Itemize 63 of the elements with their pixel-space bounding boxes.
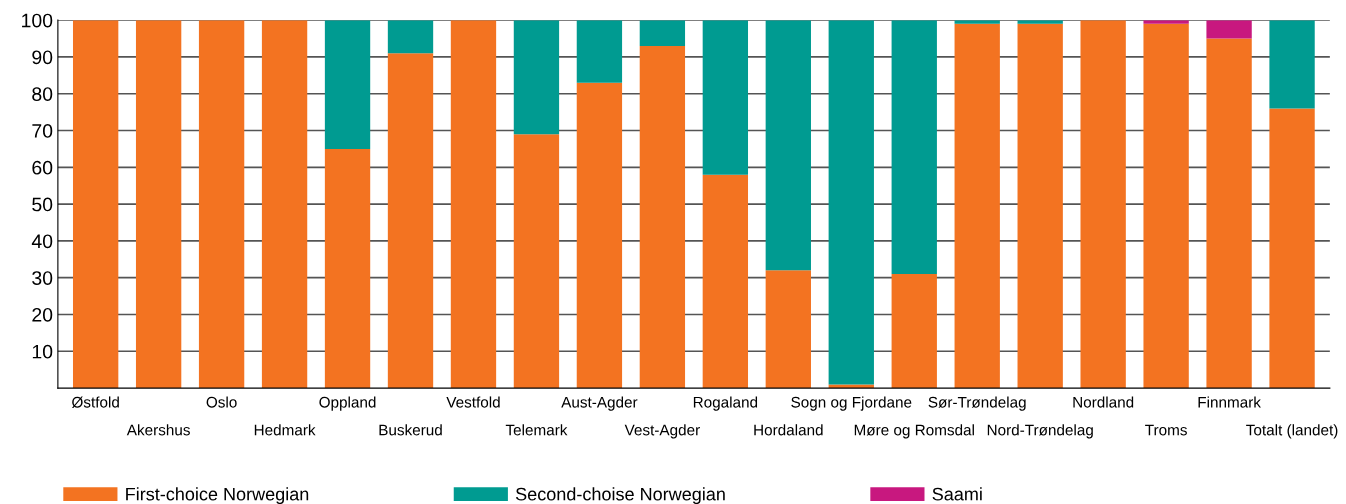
x-tick-label: Aust-Agder — [561, 396, 638, 411]
y-tick-label: 10 — [32, 344, 53, 359]
x-tick-label: Sogn og Fjordane — [791, 396, 912, 411]
bar — [513, 20, 560, 135]
bar — [1143, 23, 1189, 389]
x-tick-label: Hedmark — [254, 424, 316, 436]
bar — [1080, 20, 1126, 389]
bar — [576, 82, 623, 389]
x-tick-label: Oslo — [206, 396, 237, 408]
bar — [387, 53, 434, 389]
legend-label: First-choice Norwegian — [126, 487, 309, 504]
x-tick-label: Troms — [1145, 424, 1187, 436]
bar — [1206, 38, 1252, 389]
bar — [324, 20, 371, 149]
y-tick-label: 40 — [31, 234, 53, 249]
x-tick-label: Akershus — [126, 424, 190, 436]
y-tick-label: 60 — [32, 160, 53, 175]
bar — [576, 20, 623, 83]
y-tick-label: 100 — [22, 13, 53, 28]
bar — [450, 20, 497, 389]
bar — [261, 20, 308, 389]
bar — [891, 274, 937, 389]
y-tick-label: 30 — [32, 271, 53, 285]
y-tick-label: 50 — [32, 197, 53, 212]
y-tick-label: 20 — [32, 307, 53, 322]
bar — [1206, 20, 1252, 39]
bar — [639, 20, 686, 46]
bar — [198, 20, 245, 389]
bar — [639, 45, 686, 389]
y-tick-label: 80 — [32, 87, 53, 101]
bar — [954, 23, 1000, 389]
bar — [765, 270, 811, 389]
x-tick-label: Oppland — [319, 396, 376, 411]
x-tick-label: Østfold — [71, 396, 119, 408]
bar — [387, 20, 434, 54]
bar — [135, 20, 182, 389]
x-tick-label: Vest-Agder — [624, 424, 700, 439]
x-tick-label: Rogaland — [693, 396, 758, 411]
bar — [765, 20, 811, 271]
y-tick-label: 90 — [32, 50, 53, 65]
legend-label: Second-choise Norwegian — [515, 487, 725, 504]
bar — [891, 20, 937, 275]
x-tick-label: Nordland — [1073, 396, 1134, 408]
bar — [513, 134, 560, 389]
x-tick-label: Totalt (landet) — [1246, 424, 1338, 439]
x-tick-label: Buskerud — [379, 424, 442, 436]
legend-label: Saami — [932, 487, 982, 501]
x-tick-label: Sør-Trøndelag — [928, 396, 1026, 411]
bar — [72, 20, 119, 389]
bar — [702, 20, 749, 175]
x-tick-label: Nord-Trøndelag — [987, 424, 1093, 439]
y-tick-label: 70 — [32, 124, 53, 138]
bar — [324, 148, 371, 389]
bar — [1017, 23, 1063, 389]
x-tick-label: Hordaland — [754, 424, 823, 436]
bar — [828, 20, 874, 385]
x-tick-label: Finnmark — [1198, 396, 1261, 408]
x-tick-label: Møre og Romsdal — [854, 424, 974, 439]
bar — [702, 174, 749, 389]
bar — [1269, 108, 1315, 389]
x-tick-label: Vestfold — [446, 396, 500, 408]
x-tick-label: Telemark — [505, 424, 568, 436]
bar — [1269, 20, 1315, 109]
